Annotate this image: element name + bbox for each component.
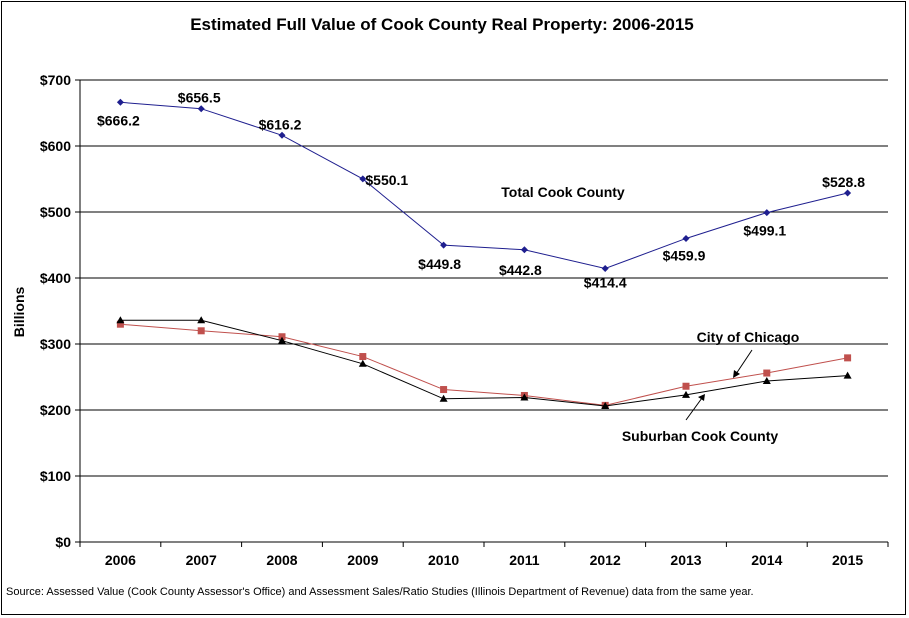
data-label-total: $459.9: [663, 247, 706, 263]
annotations: Total Cook County City of Chicago Suburban…: [501, 184, 799, 444]
data-point-total-cook-county: [601, 264, 609, 272]
y-tick-label: $700: [40, 72, 71, 88]
y-tick-label: $300: [40, 336, 71, 352]
x-tick-label: 2007: [186, 552, 217, 568]
data-point-city-of-chicago: [440, 386, 448, 394]
gridlines: [80, 79, 888, 477]
data-point-city-of-chicago: [116, 320, 124, 328]
y-tick-label: $500: [40, 204, 71, 220]
series-line-suburban-cook-county: [120, 319, 848, 407]
x-tick-label: 2010: [428, 552, 459, 568]
data-point-total-cook-county: [763, 209, 771, 217]
data-label-total: $499.1: [743, 223, 786, 239]
x-tick-label: 2009: [347, 552, 378, 568]
data-label-total: $616.2: [259, 116, 302, 132]
series-line-total-cook-county: [120, 101, 848, 270]
data-point-suburban-cook-county: [439, 394, 448, 402]
data-label-total: $449.8: [418, 256, 461, 272]
x-tick-label: 2008: [266, 552, 297, 568]
axes: $0 $100 $200 $300 $400 $500 $600 $700 2006 2007 20…: [40, 72, 889, 568]
data-point-city-of-chicago: [763, 369, 771, 377]
data-point-total-cook-county: [440, 241, 448, 249]
y-tick-label: $400: [40, 270, 71, 286]
data-point-city-of-chicago: [197, 327, 205, 335]
x-tick-label: 2014: [751, 552, 782, 568]
x-tick-label: 2011: [509, 552, 540, 568]
y-tick-label: $0: [55, 534, 71, 550]
data-point-suburban-cook-county: [601, 402, 610, 410]
arrowhead-city: [733, 370, 740, 378]
data-point-total-cook-county: [682, 234, 690, 242]
data-point-total-cook-county: [844, 189, 852, 197]
y-tick-label: $200: [40, 402, 71, 418]
data-label-total: $666.2: [97, 112, 140, 128]
data-point-suburban-cook-county: [762, 376, 771, 384]
data-point-city-of-chicago: [844, 354, 852, 362]
x-tick-label: 2013: [670, 552, 701, 568]
annotation-city-of-chicago: City of Chicago: [697, 329, 800, 345]
data-labels: $666.2 $656.5 $616.2 $550.1 $449.8 $442.8 $414…: [97, 90, 865, 291]
x-tick-label: 2006: [105, 552, 136, 568]
data-label-total: $414.4: [584, 274, 627, 290]
data-label-total: $528.8: [822, 174, 865, 190]
data-point-total-cook-county: [197, 105, 205, 113]
data-point-total-cook-county: [520, 246, 528, 254]
arrowhead-suburban: [698, 394, 705, 401]
series-line-city-of-chicago: [120, 323, 848, 406]
x-tick-label: 2015: [832, 552, 863, 568]
data-label-total: $550.1: [365, 172, 408, 188]
pointer-arrow-suburban: [685, 397, 703, 421]
data-label-total: $442.8: [499, 262, 542, 278]
data-point-suburban-cook-county: [197, 316, 206, 324]
data-point-suburban-cook-county: [843, 371, 852, 379]
data-point-total-cook-county: [116, 98, 124, 106]
data-point-total-cook-county: [359, 175, 367, 183]
data-point-total-cook-county: [278, 131, 286, 139]
data-point-suburban-cook-county: [520, 393, 529, 401]
x-tick-label: 2012: [590, 552, 621, 568]
annotation-total-cook-county: Total Cook County: [501, 184, 625, 200]
y-tick-label: $100: [40, 468, 71, 484]
annotation-suburban-cook-county: Suburban Cook County: [622, 428, 779, 444]
source-note: Source: Assessed Value (Cook County Asse…: [6, 586, 754, 598]
series: [116, 98, 852, 410]
pointer-arrow-city: [735, 349, 753, 375]
data-point-suburban-cook-county: [682, 390, 690, 398]
data-point-city-of-chicago: [682, 382, 690, 390]
data-point-suburban-cook-county: [358, 359, 367, 367]
y-tick-label: $600: [40, 138, 71, 154]
data-point-suburban-cook-county: [116, 316, 125, 324]
chart-title: Estimated Full Value of Cook County Real…: [190, 15, 694, 34]
data-point-suburban-cook-county: [278, 336, 286, 344]
y-axis-label: Billions: [11, 287, 27, 338]
data-point-city-of-chicago: [359, 353, 367, 361]
data-label-total: $656.5: [178, 90, 221, 106]
